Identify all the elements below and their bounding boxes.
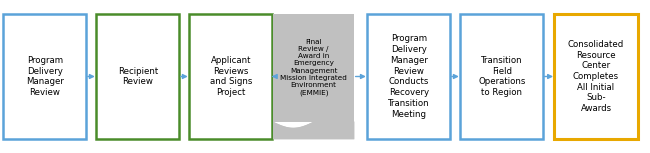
- Polygon shape: [273, 128, 354, 139]
- Polygon shape: [273, 116, 354, 139]
- FancyBboxPatch shape: [367, 14, 450, 139]
- FancyBboxPatch shape: [189, 14, 272, 139]
- FancyBboxPatch shape: [96, 14, 179, 139]
- Text: Transition
Field
Operations
to Region: Transition Field Operations to Region: [478, 56, 525, 97]
- Text: Program
Delivery
Manager
Review
Conducts
Recovery
Transition
Meeting: Program Delivery Manager Review Conducts…: [388, 34, 430, 119]
- Text: Recipient
Review: Recipient Review: [118, 67, 158, 86]
- Polygon shape: [273, 116, 354, 139]
- FancyBboxPatch shape: [273, 14, 354, 122]
- FancyBboxPatch shape: [3, 14, 86, 139]
- Text: Consolidated
Resource
Center
Completes
All Initial
Sub-
Awards: Consolidated Resource Center Completes A…: [568, 40, 624, 113]
- FancyBboxPatch shape: [554, 14, 638, 139]
- FancyBboxPatch shape: [460, 14, 543, 139]
- Text: Program
Delivery
Manager
Review: Program Delivery Manager Review: [26, 56, 64, 97]
- Text: Final
Review /
Award in
Emergency
Management
Mission Integrated
Environment
(EMM: Final Review / Award in Emergency Manage…: [280, 39, 347, 96]
- Text: Applicant
Reviews
and Signs
Project: Applicant Reviews and Signs Project: [209, 56, 252, 97]
